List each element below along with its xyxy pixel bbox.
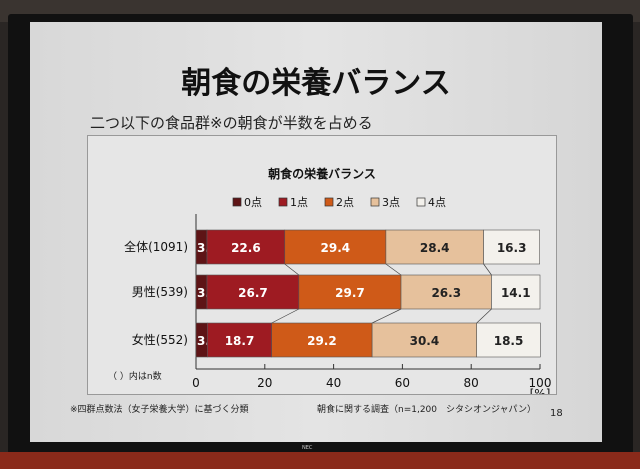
data-label: 16.3 [497,241,527,255]
x-tick-label: 100 [529,376,552,390]
data-label: 29.2 [307,334,337,348]
connector-line [271,308,300,324]
data-label: 28.4 [420,241,450,255]
slide-title: 朝食の栄養バランス [181,66,451,101]
x-tick-label: 0 [192,376,200,390]
n-note: （ ）内はn数 [108,370,162,382]
page-number: 18 [550,408,563,419]
connector-line [385,263,402,276]
category-label: 女性(552) [132,332,188,347]
connector-line [476,308,492,324]
bar-segment [207,322,272,358]
chart-box: 朝食の栄養バランス 0点 1点 2点 3点 4点 0 20 40 60 80 100 [%] 全体(1… [87,135,557,401]
bar-segment [271,322,373,358]
slide-subtitle: 二つ以下の食品群※の朝食が半数を占める [90,114,373,132]
legend-label-0: 0点 [244,196,262,209]
connector-line [483,263,492,276]
connector-line [371,308,402,324]
x-unit-label: [%] [530,387,551,394]
brand-logo: NEC [302,445,313,451]
bar-segment [385,229,484,265]
chart-title: 朝食の栄養バランス [268,166,376,181]
background-wall [0,452,640,469]
legend-label-1: 1点 [290,196,308,209]
data-label: 29.4 [321,241,351,255]
legend-label-4: 4点 [428,196,446,209]
category-label: 全体(1091) [124,239,188,254]
legend-label-3: 3点 [382,196,400,209]
footnote: ※四群点数法（女子栄養大学）に基づく分類 [70,405,249,415]
connector-line [284,263,300,276]
data-label: 14.1 [501,286,531,300]
bar-segment [483,229,540,265]
data-label: 30.4 [410,334,440,348]
category-label: 男性(539) [132,285,188,299]
legend: 0点 1点 2点 3点 4点 [232,196,446,209]
data-label: 22.6 [231,241,261,255]
legend-label-2: 2点 [336,196,354,209]
data-label: 29.7 [335,286,365,300]
legend-swatch-4 [416,197,426,207]
legend-swatch-0 [232,197,242,207]
bar-segment [298,274,402,310]
legend-swatch-3 [370,197,380,207]
bar-segment [491,274,541,310]
plot-area: 020406080100[%]全体(1091)3.222.629.428.416… [124,214,552,401]
bar-segment [206,274,300,310]
bar-segment [206,229,286,265]
source-note: 朝食に関する調査（n=1,200 シタシオンジャパン） [316,405,536,415]
x-tick-label: 80 [464,376,479,390]
slide: 朝食の栄養バランス 二つ以下の食品群※の朝食が半数を占める 朝食の栄養バランス … [30,22,602,442]
data-label: 26.7 [238,286,268,300]
bar-segment [371,322,478,358]
data-label: 18.5 [494,334,524,348]
stacked-bar-chart: 朝食の栄養バランス 0点 1点 2点 3点 4点 0 20 40 60 80 100[%] 全体(1… [108,166,552,401]
bar-segment [476,322,541,358]
legend-swatch-2 [324,197,334,207]
data-label: 18.7 [225,334,255,348]
data-label: 26.3 [431,286,461,300]
x-tick-label: 40 [326,376,341,390]
bar-segment [284,229,387,265]
legend-swatch-1 [278,197,288,207]
x-tick-label: 20 [257,376,272,390]
x-tick-label: 60 [395,376,410,390]
